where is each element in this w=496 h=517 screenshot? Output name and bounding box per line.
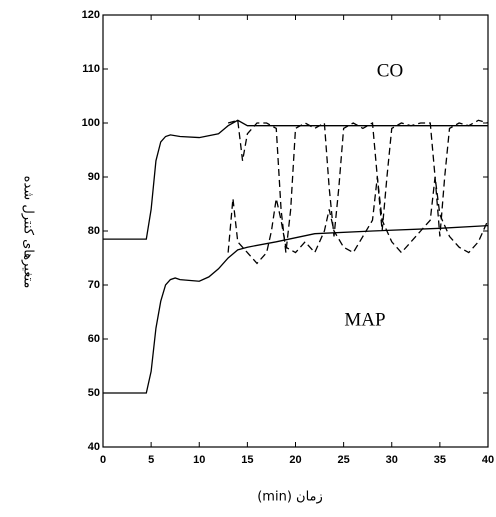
annotation: CO: [377, 60, 403, 81]
y-tick-label: 120: [82, 9, 100, 21]
x-tick-label: 5: [148, 454, 154, 466]
plot-frame: [102, 14, 489, 448]
y-tick-label: 40: [88, 441, 100, 453]
x-tick-label: 0: [100, 454, 106, 466]
y-tick-label: 80: [88, 225, 100, 237]
line: [227, 176, 489, 265]
x-tick-label: 25: [338, 454, 350, 466]
x-tick-label: 10: [193, 454, 205, 466]
x-tick-label: 30: [386, 454, 398, 466]
y-tick-label: 50: [88, 387, 100, 399]
x-tick-label: 40: [482, 454, 494, 466]
x-axis-label: زمان (min): [257, 490, 323, 505]
y-axis-label: متغیرهای کنترل شده: [21, 176, 36, 289]
y-tick-label: 90: [88, 171, 100, 183]
x-tick-label: 20: [289, 454, 301, 466]
x-tick-label: 15: [241, 454, 253, 466]
line: [103, 224, 489, 394]
annotation: MAP: [344, 309, 385, 330]
y-tick-label: 60: [88, 333, 100, 345]
y-tick-label: 110: [82, 63, 100, 75]
y-tick-label: 100: [82, 117, 100, 129]
x-tick-label: 35: [434, 454, 446, 466]
line: [103, 119, 488, 240]
line: [227, 119, 489, 253]
y-tick-label: 70: [88, 279, 100, 291]
